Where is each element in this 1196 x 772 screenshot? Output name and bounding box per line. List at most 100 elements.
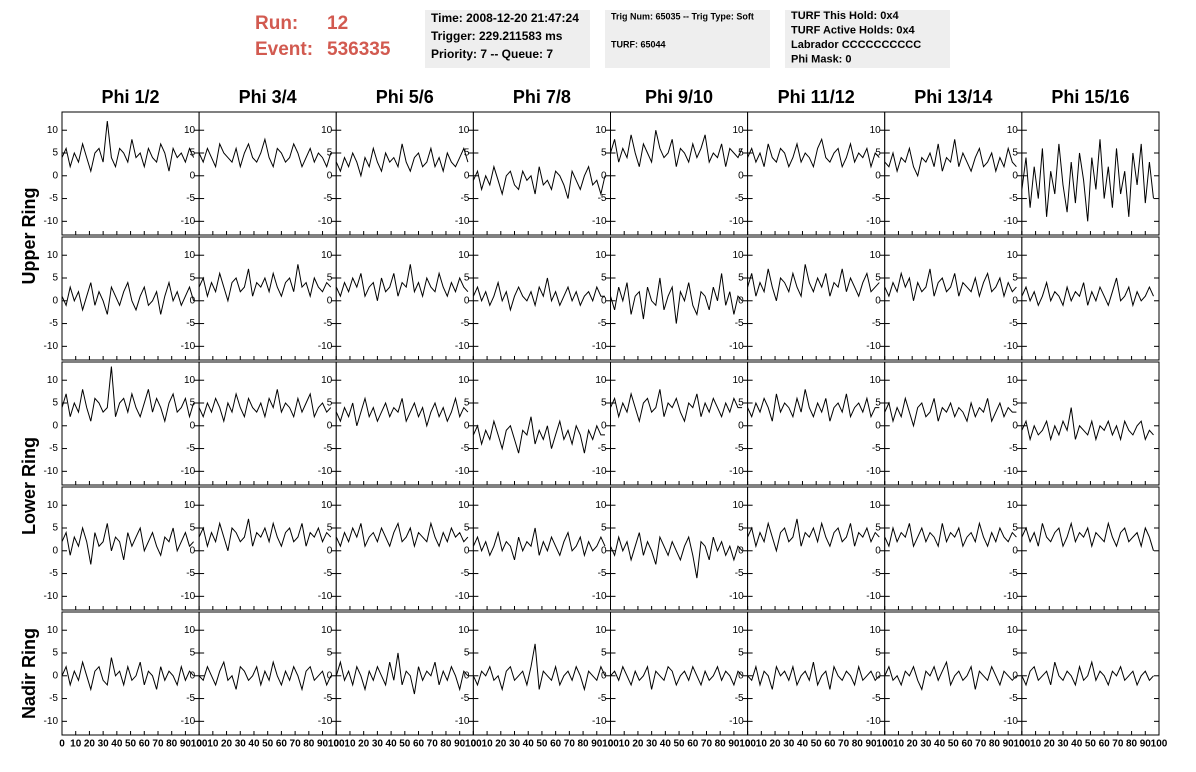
y-tick-label: 10 — [47, 500, 59, 511]
y-tick-label: -5 — [872, 193, 881, 204]
x-tick-label: 0 — [196, 739, 202, 750]
x-tick-label: 70 — [290, 739, 302, 750]
waveform — [335, 264, 469, 301]
y-tick-label: 10 — [184, 375, 196, 386]
y-tick-label: 10 — [458, 500, 470, 511]
y-tick-label: 0 — [601, 420, 607, 431]
y-tick-label: -5 — [598, 443, 607, 454]
y-tick-label: 0 — [464, 420, 470, 431]
x-tick-label: 0 — [59, 739, 65, 750]
panel — [747, 361, 886, 486]
y-tick-label: -10 — [318, 591, 333, 602]
y-tick-label: 10 — [321, 375, 333, 386]
y-tick-label: 5 — [327, 273, 333, 284]
panel — [884, 611, 1023, 736]
x-tick-label: 40 — [523, 739, 535, 750]
y-tick-label: 10 — [733, 500, 745, 511]
y-tick-label: 0 — [190, 670, 196, 681]
y-tick-label: -5 — [598, 318, 607, 329]
x-tick-label: 90 — [728, 739, 740, 750]
x-tick-label: 100 — [602, 739, 619, 750]
y-tick-label: -5 — [186, 318, 195, 329]
ring-label: Upper Ring — [19, 188, 39, 285]
y-tick-label: -5 — [735, 568, 744, 579]
x-tick-label: 60 — [1099, 739, 1111, 750]
panel — [61, 361, 200, 486]
y-tick-label: -5 — [186, 443, 195, 454]
waveform — [1021, 139, 1154, 222]
y-tick-label: 0 — [327, 295, 333, 306]
x-tick-label: 80 — [1126, 739, 1138, 750]
x-tick-label: 60 — [961, 739, 973, 750]
x-tick-label: 0 — [1019, 739, 1025, 750]
y-tick-label: 5 — [190, 273, 196, 284]
panel — [198, 611, 337, 736]
column-title: Phi 9/10 — [645, 87, 713, 107]
panel — [884, 236, 1023, 361]
waveform — [610, 532, 743, 579]
x-tick-label: 100 — [1014, 739, 1031, 750]
panel — [335, 111, 474, 236]
x-tick-label: 60 — [550, 739, 562, 750]
x-tick-label: 100 — [739, 739, 756, 750]
y-tick-label: -10 — [1003, 216, 1018, 227]
x-tick-label: 50 — [674, 739, 686, 750]
waveform — [198, 660, 332, 692]
y-tick-label: -10 — [455, 341, 470, 352]
waveform — [61, 523, 194, 565]
y-tick-label: -5 — [460, 318, 469, 329]
y-tick-label: 0 — [738, 420, 744, 431]
y-tick-label: -5 — [735, 693, 744, 704]
y-tick-label: 0 — [464, 170, 470, 181]
y-tick-label: 10 — [733, 125, 745, 136]
x-tick-label: 60 — [413, 739, 425, 750]
column-title: Phi 5/6 — [376, 87, 434, 107]
x-tick-label: 70 — [1112, 739, 1124, 750]
waveform — [61, 657, 194, 692]
waveform — [610, 273, 743, 324]
panel — [335, 236, 474, 361]
waveform — [610, 130, 743, 167]
x-tick-label: 70 — [427, 739, 439, 750]
column-title: Phi 15/16 — [1051, 87, 1129, 107]
y-tick-label: 5 — [875, 273, 881, 284]
y-tick-label: -10 — [866, 341, 881, 352]
y-tick-label: -10 — [181, 716, 196, 727]
y-tick-label: 0 — [738, 545, 744, 556]
y-tick-label: -10 — [318, 341, 333, 352]
y-tick-label: -10 — [1003, 466, 1018, 477]
panel — [884, 486, 1023, 611]
x-tick-label: 80 — [440, 739, 452, 750]
event: 536335 — [327, 39, 391, 60]
x-tick-label: 80 — [715, 739, 727, 750]
x-tick-label: 60 — [824, 739, 836, 750]
y-tick-label: -5 — [735, 443, 744, 454]
y-tick-label: 10 — [47, 375, 59, 386]
panel — [747, 486, 886, 611]
x-tick-label: 40 — [111, 739, 123, 750]
x-tick-label: 100 — [328, 739, 345, 750]
waveform — [472, 527, 606, 561]
y-tick-label: 0 — [190, 420, 196, 431]
y-tick-label: 5 — [1012, 398, 1018, 409]
panel — [61, 111, 200, 236]
x-tick-label: 20 — [907, 739, 919, 750]
y-tick-label: 5 — [738, 523, 744, 534]
y-tick-label: 10 — [595, 625, 607, 636]
panel — [472, 236, 611, 361]
waveform — [747, 661, 880, 690]
y-tick-label: 10 — [47, 625, 59, 636]
y-tick-label: 5 — [1012, 273, 1018, 284]
y-tick-label: 5 — [601, 398, 607, 409]
y-tick-label: 0 — [738, 670, 744, 681]
y-tick-label: -10 — [318, 716, 333, 727]
panel — [610, 111, 749, 236]
info-line: TURF This Hold: 0x4 — [791, 10, 899, 22]
y-tick-label: 10 — [321, 250, 333, 261]
y-tick-label: -5 — [735, 318, 744, 329]
y-tick-label: 5 — [190, 523, 196, 534]
panel — [472, 361, 611, 486]
column-title: Phi 1/2 — [102, 87, 160, 107]
x-tick-label: 10 — [207, 739, 219, 750]
panel — [610, 361, 749, 486]
